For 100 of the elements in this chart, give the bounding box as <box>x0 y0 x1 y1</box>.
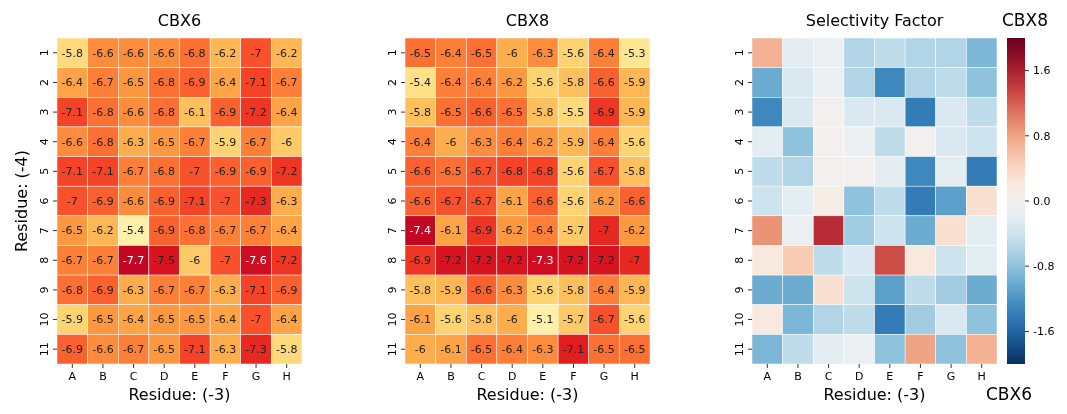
y-tick-label: 1 <box>733 49 746 57</box>
y-tick-label: 10 <box>38 312 51 327</box>
data-label: -6.8 <box>153 76 175 90</box>
x-axis-title: Residue: (-3) <box>128 385 231 404</box>
data-label: -6.4 <box>214 76 237 90</box>
data-label: -5.9 <box>562 135 585 149</box>
data-label: -6.8 <box>532 165 554 179</box>
data-label: -6.4 <box>275 313 298 327</box>
data-label: -7.1 <box>184 343 206 357</box>
data-label: -7.2 <box>593 254 615 268</box>
data-label: -5.6 <box>532 283 554 297</box>
x-tick-label: F <box>917 370 924 383</box>
data-label: -6.4 <box>409 135 432 149</box>
data-label: -7 <box>598 224 610 238</box>
data-label: -6.9 <box>245 165 267 179</box>
data-label: -6.6 <box>153 46 175 60</box>
data-label: -5.8 <box>61 46 84 60</box>
data-label: -6.7 <box>593 165 615 179</box>
data-label: -5.6 <box>562 194 585 208</box>
y-tick-label: 4 <box>38 138 51 146</box>
data-label: -5.9 <box>214 135 237 149</box>
data-label: -6.8 <box>61 283 84 297</box>
data-label: -7 <box>219 254 231 268</box>
data-label: -6.5 <box>61 224 84 238</box>
data-label: -5.8 <box>623 165 646 179</box>
data-label: -5.7 <box>562 224 585 238</box>
data-label: -6.2 <box>501 224 523 238</box>
data-label: -6.4 <box>593 46 615 60</box>
y-tick-label: 7 <box>38 227 51 235</box>
data-label: -7.3 <box>532 254 554 268</box>
data-label: -5.9 <box>623 283 646 297</box>
data-label: -7 <box>219 194 231 208</box>
data-label: -6.6 <box>92 46 114 60</box>
data-label: -6.5 <box>440 165 462 179</box>
data-label: -7.2 <box>245 105 267 119</box>
data-label: -6.5 <box>153 313 175 327</box>
y-tick-label: 2 <box>733 78 746 86</box>
y-axis-title: Residue: (-4) <box>12 149 31 253</box>
data-label: -6.5 <box>153 343 175 357</box>
data-label: -6.4 <box>532 224 554 238</box>
data-label: -6.7 <box>184 283 206 297</box>
y-tick-label: 2 <box>386 78 399 86</box>
data-label: -6.7 <box>245 224 267 238</box>
data-label: -7.1 <box>61 165 84 179</box>
data-label: -5.8 <box>409 283 432 297</box>
data-label: -6.6 <box>593 76 615 90</box>
data-label: -6.4 <box>275 105 298 119</box>
data-label: -5.8 <box>409 105 432 119</box>
data-label: -6.7 <box>92 254 114 268</box>
data-label: -6.2 <box>532 135 554 149</box>
data-label: -7.6 <box>245 254 267 268</box>
data-label: -6.6 <box>409 194 432 208</box>
color-bar-label: -0.8 <box>1033 260 1055 274</box>
x-tick-label: G <box>946 370 956 383</box>
data-label: -6.2 <box>593 194 615 208</box>
data-label: -5.8 <box>470 313 493 327</box>
data-label: -6.7 <box>470 165 493 179</box>
data-label: -6.6 <box>122 194 145 208</box>
data-label: -6.7 <box>470 194 493 208</box>
data-label: -6.7 <box>153 283 175 297</box>
x-tick-label: B <box>447 370 455 383</box>
y-tick-label: 8 <box>386 256 399 264</box>
data-label: -6.7 <box>214 224 237 238</box>
x-tick-label: E <box>539 370 547 383</box>
data-label: -5.6 <box>562 165 585 179</box>
data-label: -6.8 <box>92 105 114 119</box>
data-label: -6.7 <box>245 135 267 149</box>
y-tick-label: 3 <box>386 108 399 116</box>
data-label: -7.1 <box>562 343 585 357</box>
data-label: -6.7 <box>92 76 114 90</box>
x-tick-label: E <box>886 370 894 383</box>
data-label: -6.5 <box>153 135 175 149</box>
color-bar-label: 0.0 <box>1033 194 1051 208</box>
data-label: -7.1 <box>61 105 84 119</box>
data-label: -5.5 <box>562 105 585 119</box>
data-label: -5.8 <box>532 105 554 119</box>
data-label: -7.1 <box>92 165 114 179</box>
data-label: -6.7 <box>61 254 84 268</box>
data-label: -6 <box>281 135 293 149</box>
data-label: -6.5 <box>593 343 615 357</box>
data-label: -6.5 <box>409 46 432 60</box>
y-tick-label: 11 <box>38 342 51 357</box>
y-tick-label: 8 <box>38 256 51 264</box>
data-label: -6.1 <box>409 313 432 327</box>
data-label: -6.5 <box>184 313 206 327</box>
data-label: -7.7 <box>122 254 145 268</box>
data-label: -6.9 <box>153 194 175 208</box>
data-label: -5.9 <box>623 105 646 119</box>
data-label: -6.4 <box>501 135 523 149</box>
data-label: -7.2 <box>470 254 493 268</box>
x-tick-label: F <box>570 370 577 383</box>
data-label: -6.1 <box>501 194 523 208</box>
data-label: -6.5 <box>92 313 114 327</box>
data-label: -7 <box>189 165 201 179</box>
data-label: -6.8 <box>184 224 206 238</box>
data-label: -5.6 <box>532 76 554 90</box>
data-label: -6.6 <box>470 105 493 119</box>
data-label: -6.4 <box>593 135 615 149</box>
data-label: -6.9 <box>92 283 114 297</box>
x-tick-label: C <box>477 370 486 383</box>
